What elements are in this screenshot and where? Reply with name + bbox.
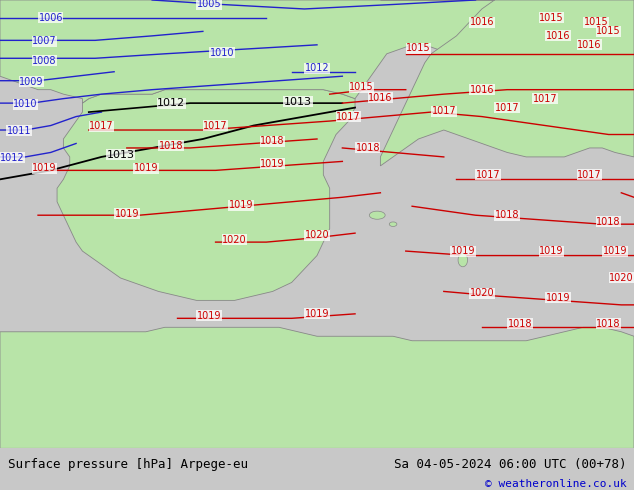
Text: 1020: 1020 xyxy=(470,288,494,298)
Text: 1008: 1008 xyxy=(32,55,56,66)
Ellipse shape xyxy=(369,211,385,219)
Text: 1015: 1015 xyxy=(406,44,430,53)
Text: 1007: 1007 xyxy=(32,36,56,46)
Text: 1016: 1016 xyxy=(546,31,570,41)
Text: 1019: 1019 xyxy=(229,200,253,210)
Text: 1017: 1017 xyxy=(578,170,602,180)
Text: 1017: 1017 xyxy=(476,170,500,180)
Text: 1012: 1012 xyxy=(305,63,329,73)
Polygon shape xyxy=(57,90,355,300)
Text: 1009: 1009 xyxy=(20,76,44,87)
Text: 1016: 1016 xyxy=(470,85,494,95)
Text: Surface pressure [hPa] Arpege-eu: Surface pressure [hPa] Arpege-eu xyxy=(8,458,248,471)
Text: 1019: 1019 xyxy=(603,246,627,256)
Text: 1016: 1016 xyxy=(368,93,392,103)
Text: 1012: 1012 xyxy=(157,98,185,108)
Text: 1006: 1006 xyxy=(39,13,63,23)
Text: 1019: 1019 xyxy=(305,309,329,319)
Text: 1018: 1018 xyxy=(261,136,285,146)
Text: 1019: 1019 xyxy=(546,293,570,303)
Text: © weatheronline.co.uk: © weatheronline.co.uk xyxy=(484,479,626,489)
Text: 1018: 1018 xyxy=(508,318,532,329)
Text: 1015: 1015 xyxy=(349,82,373,93)
Text: 1011: 1011 xyxy=(7,126,31,136)
Text: 1016: 1016 xyxy=(470,18,494,27)
Text: 1015: 1015 xyxy=(597,26,621,36)
Text: 1018: 1018 xyxy=(356,143,380,153)
Text: 1013: 1013 xyxy=(284,97,312,107)
Polygon shape xyxy=(0,0,495,103)
Text: 1017: 1017 xyxy=(337,112,361,122)
Text: 1017: 1017 xyxy=(89,122,113,131)
Text: 1015: 1015 xyxy=(540,13,564,23)
Text: 1017: 1017 xyxy=(204,121,228,130)
Text: 1005: 1005 xyxy=(197,0,221,9)
Text: 1020: 1020 xyxy=(305,230,329,241)
Text: 1017: 1017 xyxy=(495,102,519,113)
Text: 1010: 1010 xyxy=(13,99,37,109)
Text: 1018: 1018 xyxy=(495,210,519,220)
Text: 1020: 1020 xyxy=(609,273,633,283)
Ellipse shape xyxy=(458,253,468,267)
Text: 1018: 1018 xyxy=(597,318,621,329)
Text: 1016: 1016 xyxy=(578,40,602,50)
Ellipse shape xyxy=(389,222,397,226)
Text: Sa 04-05-2024 06:00 UTC (00+78): Sa 04-05-2024 06:00 UTC (00+78) xyxy=(394,458,626,471)
Text: 1017: 1017 xyxy=(533,94,557,104)
Polygon shape xyxy=(380,0,634,166)
Text: 1020: 1020 xyxy=(223,235,247,245)
Text: 1018: 1018 xyxy=(159,141,183,151)
Text: 1013: 1013 xyxy=(107,149,134,160)
Text: 1019: 1019 xyxy=(261,159,285,169)
Text: 1010: 1010 xyxy=(210,48,234,58)
Text: 1019: 1019 xyxy=(32,163,56,173)
Text: 1012: 1012 xyxy=(1,153,25,163)
Text: 1018: 1018 xyxy=(597,217,621,227)
Text: 1019: 1019 xyxy=(197,311,221,320)
Text: 1015: 1015 xyxy=(584,18,608,27)
Text: 1019: 1019 xyxy=(451,246,475,256)
Text: 1019: 1019 xyxy=(134,163,158,173)
Polygon shape xyxy=(0,327,634,448)
Text: 1019: 1019 xyxy=(540,246,564,256)
Text: 1017: 1017 xyxy=(432,106,456,116)
Text: 1019: 1019 xyxy=(115,209,139,219)
